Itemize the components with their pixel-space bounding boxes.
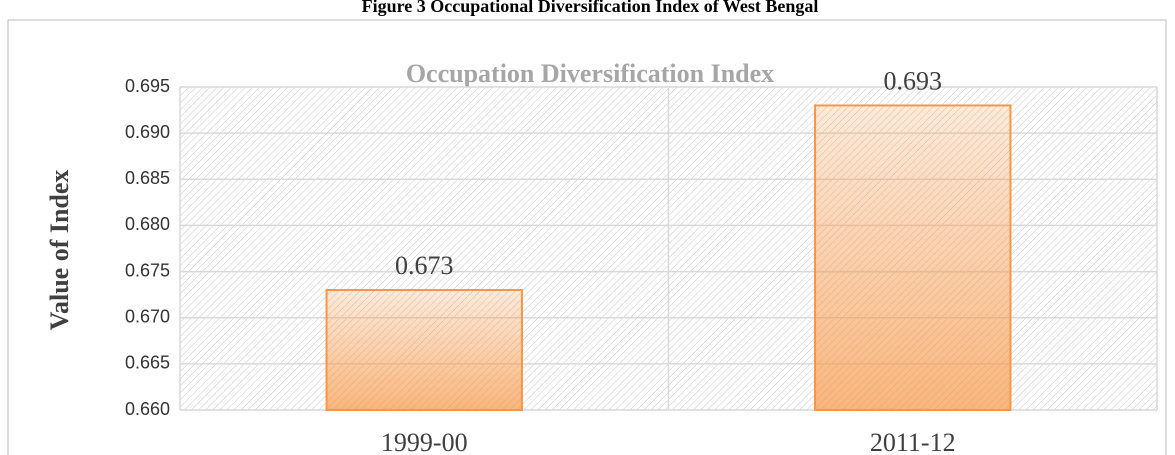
bar [814, 104, 1012, 411]
chart-title: Occupation Diversification Index [406, 59, 774, 88]
y-tick-label: 0.695 [125, 76, 170, 96]
y-axis-label: Value of Index [45, 170, 74, 331]
y-tick-label: 0.680 [125, 214, 170, 234]
y-tick-label: 0.675 [125, 260, 170, 280]
y-tick-label: 0.660 [125, 399, 170, 419]
y-tick-label: 0.665 [125, 353, 170, 373]
data-label: 0.693 [884, 66, 943, 95]
data-label: 0.673 [395, 251, 454, 280]
y-tick-label: 0.690 [125, 122, 170, 142]
x-tick-label: 1999-00 [381, 428, 468, 455]
y-tick-label: 0.685 [125, 168, 170, 188]
bar [325, 289, 523, 411]
y-tick-label: 0.670 [125, 306, 170, 326]
x-tick-label: 2011-12 [870, 428, 956, 455]
figure-caption: Figure 3 Occupational Diversification In… [362, 0, 819, 16]
